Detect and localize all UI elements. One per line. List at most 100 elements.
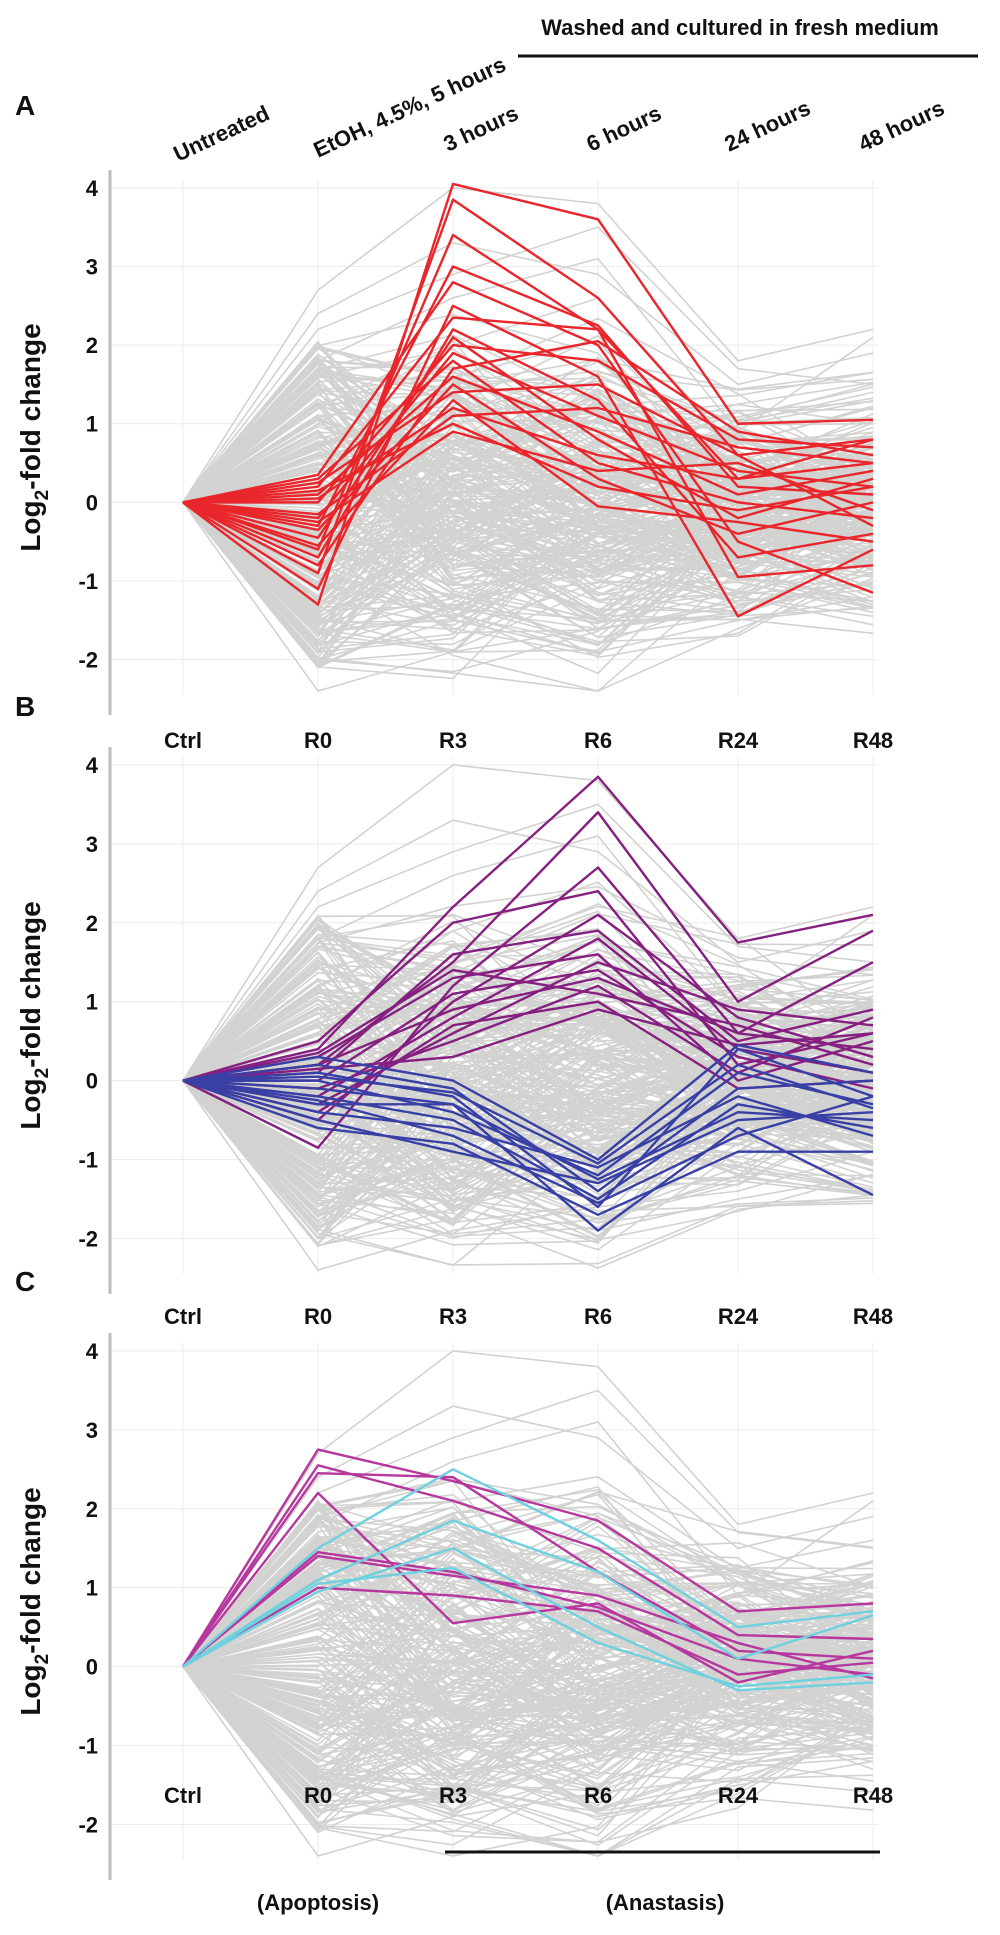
series-line-blue-2 (182, 1079, 873, 1216)
background-line (182, 1666, 874, 1834)
y-tick-label: 4 (86, 1339, 99, 1364)
series-line-blue-10 (182, 1079, 874, 1181)
background-line (182, 501, 874, 692)
condition-label-etoh: EtOH, 4.5%, 5 hours (310, 52, 510, 163)
x-tick-label-r0: R0 (304, 728, 332, 753)
background-line (182, 955, 874, 1143)
background-line (182, 819, 874, 1082)
background-line (182, 501, 874, 631)
background-line (182, 803, 874, 1082)
background-line (182, 226, 874, 503)
y-tick-label: 0 (86, 1655, 98, 1680)
series-line-blue-4 (182, 1079, 874, 1201)
background-line (182, 1573, 874, 1668)
series-line-red-18 (182, 406, 874, 504)
background-line (182, 1607, 874, 1764)
background-line (182, 439, 874, 639)
background-line (182, 974, 874, 1131)
y-tick-label: -1 (78, 1148, 98, 1173)
x-tick-label-r48: R48 (853, 1783, 893, 1808)
y-tick-label: -2 (78, 1812, 98, 1837)
panel-b: 4 3 2 1 0 -1 -2 Ctrl R0 R3 R6 R24 R48 Log2-fold chang… (15, 691, 893, 1329)
footer: (Apoptosis) (Anastasis) (257, 1850, 880, 1915)
background-line (182, 365, 874, 504)
series-line-purple-15 (182, 1008, 874, 1082)
y-axis-label: Log2-fold change (15, 901, 53, 1129)
x-tick-label-r0: R0 (304, 1783, 332, 1808)
background-line (182, 396, 874, 504)
y-tick-label: 4 (86, 176, 99, 201)
series-line-red-11 (182, 351, 874, 520)
series-line-cyan-3 (182, 1547, 874, 1692)
background-line (182, 1666, 874, 1857)
background-line (182, 1080, 874, 1271)
background-line (182, 1025, 874, 1242)
background-line (182, 454, 874, 577)
series-line-cyan-4 (182, 1566, 874, 1688)
washed-label: Washed and cultured in fresh medium (541, 15, 939, 40)
background-line (182, 377, 874, 597)
background-line (182, 1001, 874, 1179)
background-line (182, 432, 874, 587)
x-tick-label-r24: R24 (718, 1304, 759, 1329)
series-line-blue-12 (182, 1063, 874, 1165)
panel-c: 4 3 2 1 0 -1 -2 Ctrl R0 R3 R6 R24 R48 Log2-fold chang… (15, 1266, 893, 1880)
background-line (182, 1611, 874, 1752)
series-line-red-2 (182, 198, 874, 575)
background-line (182, 1034, 874, 1140)
background-line (182, 1652, 874, 1804)
series-line-blue-8 (182, 1079, 874, 1169)
background-line (182, 435, 874, 553)
series-line-red-20 (182, 422, 874, 512)
background-line (182, 1421, 874, 1668)
background-line (182, 1080, 874, 1240)
y-tick-label: 2 (86, 911, 98, 936)
series-line-blue-5 (182, 1063, 874, 1193)
highlight-series (182, 182, 874, 618)
background-line (182, 1665, 874, 1821)
series-line-red-7 (182, 316, 874, 579)
background-line (182, 422, 874, 556)
background-line (182, 984, 874, 1117)
background-line (182, 905, 874, 1082)
background-line (182, 491, 874, 585)
background-line (182, 242, 874, 503)
background-line (182, 764, 874, 1082)
y-tick-label: 0 (86, 490, 98, 515)
x-tick-label-r48: R48 (853, 728, 893, 753)
background-line (182, 344, 874, 503)
background-line (182, 1666, 874, 1832)
background-line (182, 1666, 874, 1804)
series-line-red-3 (182, 233, 874, 551)
background-line (182, 1525, 874, 1668)
series-line-red-8 (182, 328, 874, 559)
background-line (182, 1665, 874, 1727)
x-tick-label-r6: R6 (584, 1783, 612, 1808)
background-line (182, 1079, 874, 1201)
series-line-red-13 (182, 339, 874, 567)
background-line (182, 501, 874, 647)
background-line (182, 470, 874, 653)
background-line (182, 1666, 874, 1794)
series-line-purple-13 (182, 968, 874, 1082)
background-line (182, 1599, 874, 1812)
background-line (182, 481, 874, 619)
background-line (182, 1571, 874, 1828)
background-line (182, 968, 874, 1191)
background-line (182, 1533, 874, 1668)
series-line-red-19 (182, 406, 874, 516)
y-tick-label: 1 (86, 1576, 98, 1601)
header: Washed and cultured in fresh medium Untr… (170, 15, 978, 167)
background-line (182, 442, 874, 568)
y-tick-label: -2 (78, 648, 98, 673)
series-line-blue-7 (183, 1071, 874, 1177)
background-line (182, 1079, 874, 1208)
series-line-red-5 (182, 281, 874, 594)
background-lines (182, 187, 874, 692)
condition-label-3h: 3 hours (440, 100, 523, 156)
series-line-blue-11 (182, 1079, 874, 1205)
background-line (182, 409, 874, 600)
y-tick-label: 3 (86, 254, 98, 279)
background-line (182, 257, 874, 503)
